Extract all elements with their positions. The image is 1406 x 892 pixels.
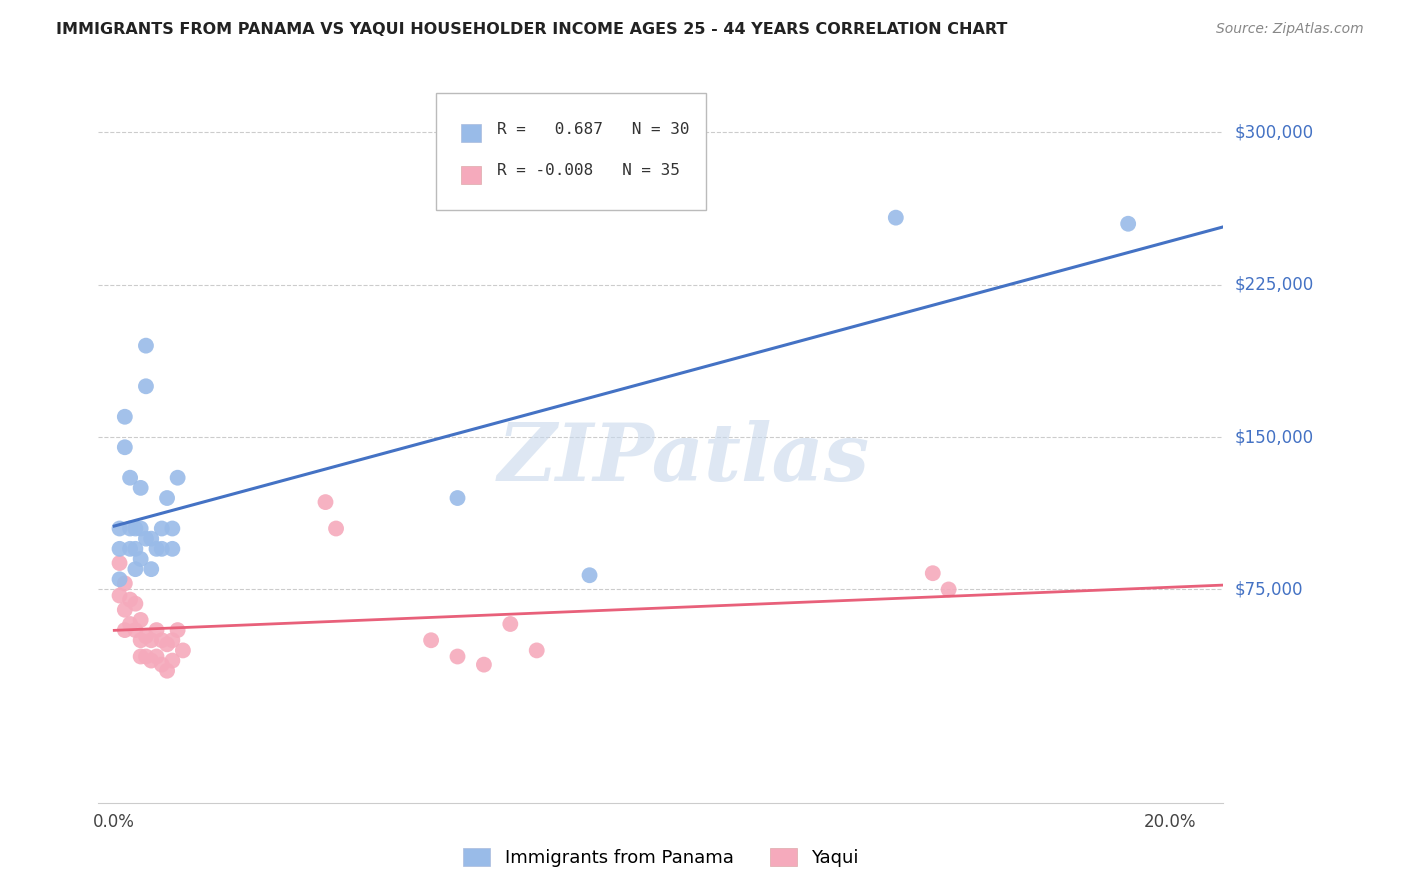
Point xyxy=(129,613,152,627)
Point xyxy=(135,629,157,643)
Point xyxy=(135,338,157,352)
Point xyxy=(124,541,146,556)
Point xyxy=(166,471,188,485)
Point xyxy=(120,541,142,556)
Point xyxy=(162,541,184,556)
Point xyxy=(156,637,179,651)
Point xyxy=(124,562,146,576)
Point xyxy=(420,633,443,648)
Point xyxy=(135,379,157,393)
Point xyxy=(135,532,157,546)
Point xyxy=(150,541,173,556)
Point xyxy=(120,471,142,485)
Point xyxy=(162,654,184,668)
Point xyxy=(938,582,960,597)
Point xyxy=(145,541,167,556)
Point xyxy=(129,481,152,495)
FancyBboxPatch shape xyxy=(461,166,481,184)
Text: R = -0.008   N = 35: R = -0.008 N = 35 xyxy=(496,163,679,178)
Point xyxy=(108,589,131,603)
Point xyxy=(114,440,136,454)
Text: $225,000: $225,000 xyxy=(1234,276,1313,293)
Point xyxy=(315,495,337,509)
Point xyxy=(446,491,468,505)
Point xyxy=(141,562,163,576)
Point xyxy=(145,623,167,637)
Legend: Immigrants from Panama, Yaqui: Immigrants from Panama, Yaqui xyxy=(456,840,866,874)
Point xyxy=(325,521,347,535)
Point xyxy=(108,541,131,556)
Point xyxy=(162,521,184,535)
Point xyxy=(150,633,173,648)
Point xyxy=(108,521,131,535)
Point xyxy=(114,409,136,424)
Point xyxy=(129,649,152,664)
Point xyxy=(129,552,152,566)
Point xyxy=(526,643,548,657)
Point xyxy=(114,576,136,591)
Text: Source: ZipAtlas.com: Source: ZipAtlas.com xyxy=(1216,22,1364,37)
Point xyxy=(120,592,142,607)
Point xyxy=(141,532,163,546)
Text: $75,000: $75,000 xyxy=(1234,581,1303,599)
Point xyxy=(578,568,600,582)
Point xyxy=(108,556,131,570)
Point xyxy=(472,657,495,672)
Point xyxy=(446,649,468,664)
Point xyxy=(108,572,131,586)
Point xyxy=(141,654,163,668)
Text: IMMIGRANTS FROM PANAMA VS YAQUI HOUSEHOLDER INCOME AGES 25 - 44 YEARS CORRELATIO: IMMIGRANTS FROM PANAMA VS YAQUI HOUSEHOL… xyxy=(56,22,1008,37)
Point xyxy=(141,633,163,648)
Point xyxy=(145,649,167,664)
Point xyxy=(921,566,943,581)
Point xyxy=(124,597,146,611)
FancyBboxPatch shape xyxy=(436,94,706,211)
Point xyxy=(124,623,146,637)
Point xyxy=(135,649,157,664)
Point xyxy=(156,491,179,505)
Point xyxy=(120,521,142,535)
Point xyxy=(1116,217,1139,231)
Point xyxy=(150,521,173,535)
Text: ZIPatlas: ZIPatlas xyxy=(498,420,869,498)
Point xyxy=(162,633,184,648)
Point xyxy=(166,623,188,637)
Point xyxy=(124,521,146,535)
Point xyxy=(150,657,173,672)
Point xyxy=(114,603,136,617)
Text: $300,000: $300,000 xyxy=(1234,123,1313,141)
FancyBboxPatch shape xyxy=(461,124,481,143)
Point xyxy=(120,617,142,632)
Point xyxy=(129,633,152,648)
Point xyxy=(129,521,152,535)
Point xyxy=(114,623,136,637)
Point xyxy=(156,664,179,678)
Text: R =   0.687   N = 30: R = 0.687 N = 30 xyxy=(496,121,689,136)
Point xyxy=(884,211,907,225)
Point xyxy=(172,643,194,657)
Point xyxy=(499,617,522,632)
Text: $150,000: $150,000 xyxy=(1234,428,1313,446)
